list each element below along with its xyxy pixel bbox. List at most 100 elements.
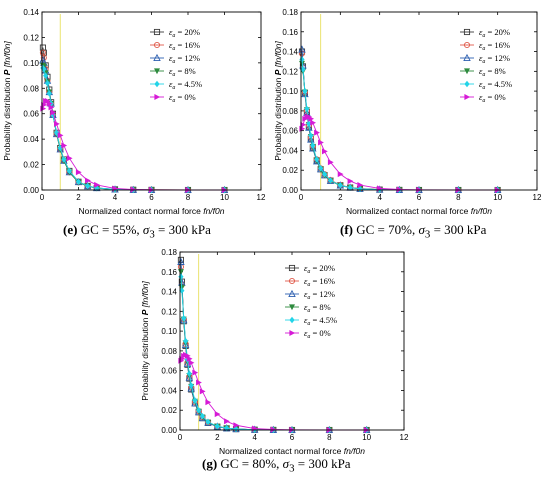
data-point-g-5-10 xyxy=(205,399,212,406)
data-point-f-5-9 xyxy=(322,148,328,155)
series-g-0 xyxy=(177,256,370,434)
y-tick-label-g-6: 0.12 xyxy=(161,307,177,316)
data-point-f-5-15 xyxy=(396,186,403,193)
caption-e-sub: 3 xyxy=(149,228,155,241)
data-point-f-2-0 xyxy=(298,45,306,53)
data-point-g-5-4 xyxy=(184,352,191,359)
data-point-g-3-0 xyxy=(177,269,184,275)
legend-marker-g-2 xyxy=(288,289,296,298)
data-point-e-5-12 xyxy=(85,177,91,184)
data-point-f-5-11 xyxy=(337,171,344,178)
chart-svg-e: 0.00 0.02 0.04 0.06 0.08 0.10 0.12 0.14 0 2 4 6 8 10 1… xyxy=(2,8,266,216)
x-tick-label-f-1: 2 xyxy=(338,193,343,202)
caption-g-prefix: (g) xyxy=(202,456,218,471)
data-point-f-5-8 xyxy=(318,139,324,146)
x-tick-label-e-3: 6 xyxy=(149,193,154,202)
data-point-e-5-9 xyxy=(61,142,68,149)
legend-label-g-5: εa = 0% xyxy=(304,328,331,340)
data-point-g-2-3 xyxy=(181,340,190,349)
y-tick-label-f-1: 0.02 xyxy=(282,166,298,175)
series-line-g-3 xyxy=(180,271,367,431)
y-tick-label-e-6: 0.12 xyxy=(23,33,39,42)
x-tick-label-g-4: 8 xyxy=(327,433,332,442)
y-tick-label-g-2: 0.04 xyxy=(161,386,177,395)
legend-label-f-4: εa = 4.5% xyxy=(479,79,512,91)
data-point-g-4-9 xyxy=(199,412,205,420)
data-point-g-5-13 xyxy=(233,422,240,429)
series-line-f-4 xyxy=(301,59,498,191)
plot-frame-g xyxy=(179,251,405,431)
data-point-f-5-7 xyxy=(314,129,320,136)
data-point-g-5-1 xyxy=(179,355,186,362)
x-tick-label-f-3: 6 xyxy=(417,193,422,202)
data-point-e-4-11 xyxy=(75,178,82,185)
caption-f-sigma: σ xyxy=(418,222,425,237)
data-point-g-5-5 xyxy=(186,355,193,362)
data-point-f-2-2 xyxy=(301,89,309,98)
legend-label-e-0: εa = 20% xyxy=(169,27,200,39)
legend-label-f-0: εa = 20% xyxy=(479,27,510,39)
data-point-g-5-12 xyxy=(224,418,230,425)
x-tick-label-g-6: 12 xyxy=(400,433,409,442)
y-tick-label-e-7: 0.14 xyxy=(23,8,39,17)
y-tick-label-f-4: 0.08 xyxy=(282,107,298,116)
x-tick-label-g-0: 0 xyxy=(178,433,183,442)
series-g-3 xyxy=(177,269,370,434)
chart-panel-f: 0.00 0.02 0.04 0.06 0.08 0.10 0.12 0.14 0.16 0.18… xyxy=(273,0,550,222)
y-tick-label-e-3: 0.06 xyxy=(23,110,39,119)
series-line-f-0 xyxy=(301,51,498,191)
data-point-g-5-7 xyxy=(192,369,199,376)
legend-label-f-2: εa = 12% xyxy=(479,53,510,65)
legend-marker-g-3 xyxy=(289,304,295,311)
legend-label-e-4: εa = 4.5% xyxy=(169,79,202,91)
data-point-f-5-12 xyxy=(347,178,354,185)
series-f-1 xyxy=(298,50,501,194)
data-point-g-5-11 xyxy=(214,411,221,418)
data-point-f-4-1 xyxy=(300,66,306,73)
x-tick-label-g-5: 10 xyxy=(362,433,371,442)
caption-g: (g) GC = 80%, σ3 = 300 kPa xyxy=(202,456,351,475)
data-point-f-4-3 xyxy=(304,105,310,113)
legend-marker-e-5 xyxy=(154,94,161,100)
series-line-g-2 xyxy=(180,261,367,431)
chart-panel-g: 0.00 0.02 0.04 0.06 0.08 0.10 0.12 0.14 0.16 0.18… xyxy=(135,240,410,458)
legend-marker-f-3 xyxy=(464,68,470,75)
data-point-e-5-8 xyxy=(57,132,64,139)
y-tick-label-f-6: 0.12 xyxy=(282,67,298,76)
x-tick-label-f-5: 10 xyxy=(493,193,502,202)
data-point-e-4-3 xyxy=(44,80,51,87)
data-point-g-4-1 xyxy=(179,287,185,294)
legend-marker-g-1 xyxy=(288,277,296,285)
x-axis-label-f: Normalized contact normal force fn/f0n xyxy=(346,206,492,216)
data-point-f-4-5 xyxy=(308,132,314,139)
legend-marker-f-1 xyxy=(463,41,471,49)
data-point-g-4-3 xyxy=(183,337,189,345)
y-tick-label-g-9: 0.18 xyxy=(161,248,177,257)
chart-panel-e: 0.00 0.02 0.04 0.06 0.08 0.10 0.12 0.14 0 2 4 6 8 10 1… xyxy=(0,0,270,222)
legend-label-g-1: εa = 16% xyxy=(304,276,335,288)
legend-label-e-1: εa = 16% xyxy=(169,40,200,52)
data-point-f-5-1 xyxy=(300,121,307,128)
caption-e-gc: GC = 55%, xyxy=(80,222,140,237)
y-tick-label-e-5: 0.10 xyxy=(23,59,39,68)
series-f-3 xyxy=(298,60,501,194)
data-point-e-5-5 xyxy=(48,104,55,111)
y-tick-label-e-2: 0.04 xyxy=(23,135,39,144)
data-point-g-4-13 xyxy=(233,425,239,433)
data-point-g-4-10 xyxy=(205,418,211,426)
data-point-g-2-7 xyxy=(191,399,199,407)
legend-label-e-2: εa = 12% xyxy=(169,53,200,65)
y-tick-label-g-3: 0.06 xyxy=(161,367,177,376)
data-point-e-5-13 xyxy=(94,181,100,188)
caption-f-rest: = 300 kPa xyxy=(430,222,487,237)
legend-marker-e-4 xyxy=(154,80,160,88)
caption-e-prefix: (e) xyxy=(63,222,78,237)
caption-g-gc: GC = 80%, xyxy=(220,456,280,471)
x-tick-label-g-3: 6 xyxy=(290,433,295,442)
chart-svg-f: 0.00 0.02 0.04 0.06 0.08 0.10 0.12 0.14 0.16 0.18… xyxy=(273,8,542,216)
y-tick-label-f-0: 0.00 xyxy=(282,186,298,195)
series-g-2 xyxy=(177,257,371,434)
data-point-f-5-10 xyxy=(327,159,334,166)
caption-g-rest: = 300 kPa xyxy=(294,456,351,471)
data-point-g-5-8 xyxy=(196,379,202,386)
